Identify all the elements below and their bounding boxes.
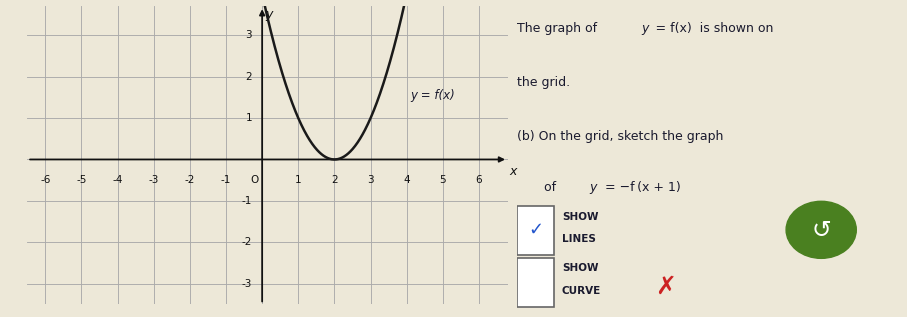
Text: 4: 4 xyxy=(404,175,410,185)
Text: y: y xyxy=(265,9,272,22)
Text: -6: -6 xyxy=(40,175,51,185)
Text: 6: 6 xyxy=(475,175,483,185)
Text: -2: -2 xyxy=(241,237,252,247)
Circle shape xyxy=(786,201,856,258)
Text: y: y xyxy=(641,22,649,35)
Text: -1: -1 xyxy=(241,196,252,206)
Text: 1: 1 xyxy=(246,113,252,123)
Text: -2: -2 xyxy=(185,175,195,185)
Bar xyxy=(517,206,554,255)
Text: -3: -3 xyxy=(241,279,252,288)
Text: 3: 3 xyxy=(367,175,374,185)
Text: 5: 5 xyxy=(440,175,446,185)
Text: the grid.: the grid. xyxy=(517,76,571,89)
Text: = −f (x + 1): = −f (x + 1) xyxy=(600,181,680,194)
Text: ✓: ✓ xyxy=(528,221,543,239)
Text: 1: 1 xyxy=(295,175,302,185)
Text: SHOW: SHOW xyxy=(561,263,599,273)
Text: LINES: LINES xyxy=(561,234,596,244)
Text: -3: -3 xyxy=(149,175,159,185)
Text: -5: -5 xyxy=(76,175,86,185)
Text: = f(x)  is shown on: = f(x) is shown on xyxy=(653,22,773,35)
Text: O: O xyxy=(250,175,258,185)
Text: -1: -1 xyxy=(220,175,231,185)
Text: The graph of: The graph of xyxy=(517,22,601,35)
Text: ↺: ↺ xyxy=(812,218,831,242)
Text: (b) On the grid, sketch the graph: (b) On the grid, sketch the graph xyxy=(517,130,724,143)
Text: SHOW: SHOW xyxy=(561,212,599,222)
Text: CURVE: CURVE xyxy=(561,286,601,296)
Text: y: y xyxy=(590,181,597,194)
Text: y = f(x): y = f(x) xyxy=(410,89,455,102)
Text: 2: 2 xyxy=(331,175,337,185)
Text: ✗: ✗ xyxy=(655,275,676,299)
Text: 2: 2 xyxy=(246,72,252,82)
Text: 3: 3 xyxy=(246,30,252,40)
Text: of: of xyxy=(544,181,564,194)
Bar xyxy=(517,258,554,307)
Text: x: x xyxy=(510,165,517,178)
Text: -4: -4 xyxy=(112,175,122,185)
